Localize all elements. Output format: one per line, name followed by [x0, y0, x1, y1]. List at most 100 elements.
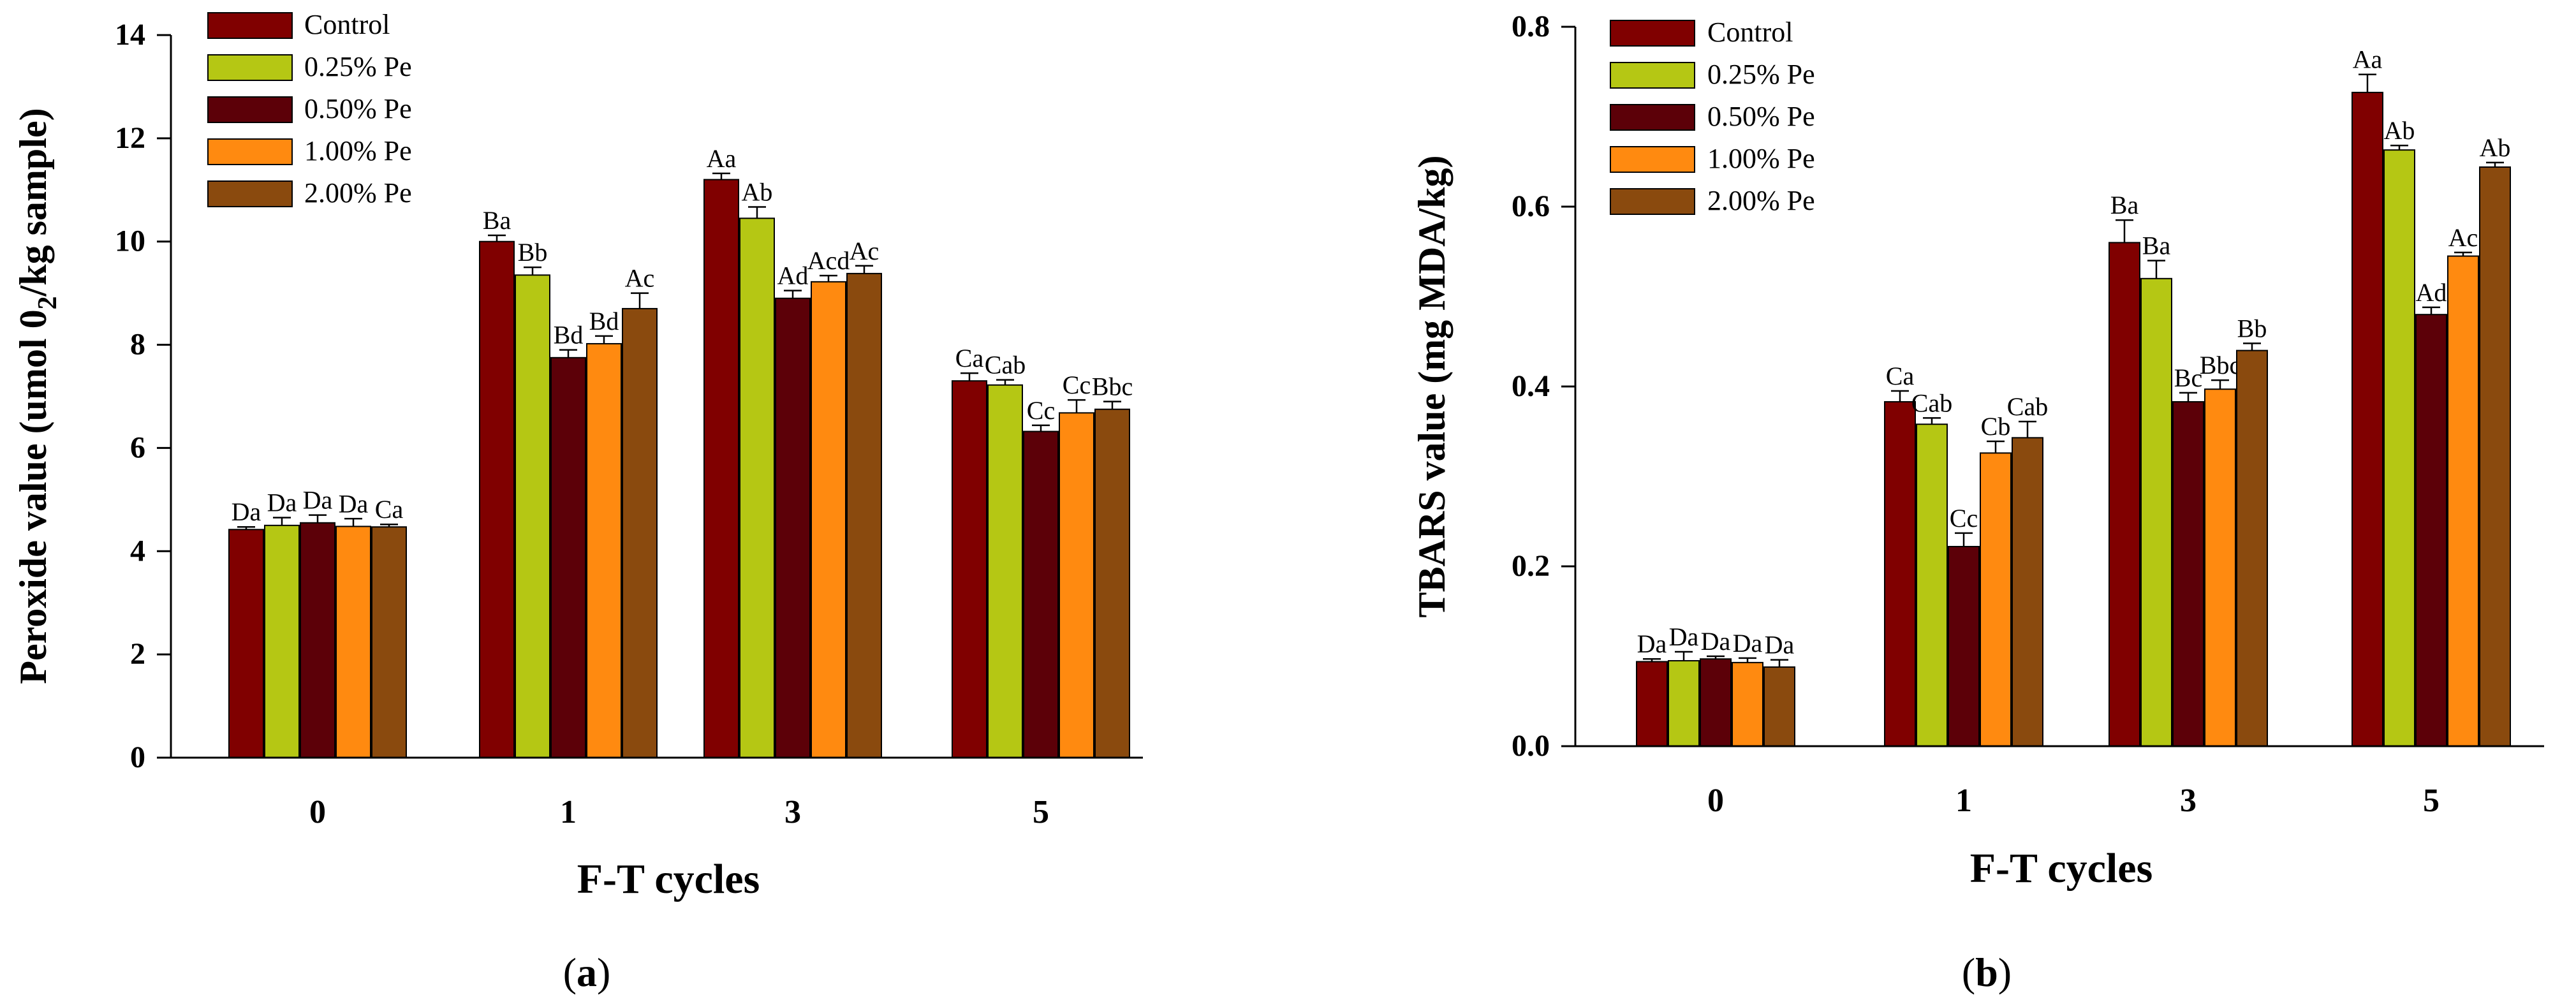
data-label: Bc: [2174, 364, 2202, 392]
data-label: Ba: [2142, 232, 2171, 260]
data-label: Da: [232, 497, 261, 526]
bar-control-cycle-3: [2109, 242, 2140, 747]
data-label: Ca: [375, 495, 404, 524]
bar-control-cycle-5: [952, 380, 987, 758]
data-label: Cc: [1063, 371, 1091, 399]
y-tick-label: 8: [130, 328, 145, 362]
bar-1-00-pe-cycle-5: [1059, 412, 1094, 758]
panel-label: (a): [563, 950, 611, 995]
panel-label-close: ): [1998, 950, 2012, 995]
bar-1-00-pe-cycle-1: [1980, 452, 2012, 747]
data-label: Da: [1637, 629, 1667, 658]
x-tick-label: 3: [784, 794, 801, 830]
data-label: Cc: [1950, 504, 1978, 533]
data-label: Da: [1765, 631, 1795, 659]
legend-swatch: [207, 54, 293, 81]
bar-0-50-pe-cycle-5: [1023, 430, 1059, 758]
bar-0-25-pe-cycle-3: [2140, 277, 2172, 747]
bar-2-00-pe-cycle-0: [1763, 666, 1795, 747]
y-tick-label: 10: [115, 224, 145, 258]
y-tick-label: 0: [130, 740, 145, 774]
bar-1-00-pe-cycle-0: [335, 526, 371, 758]
data-label: Ba: [2110, 191, 2139, 219]
bar-2-00-pe-cycle-3: [2236, 349, 2268, 747]
y-tick-label: 0.4: [1512, 369, 1550, 403]
bar-control-cycle-1: [1884, 401, 1916, 747]
data-label: Bbc: [2200, 351, 2241, 379]
legend-label: Control: [1707, 17, 1793, 48]
y-tick-label: 6: [130, 430, 145, 464]
bar-0-25-pe-cycle-5: [2383, 149, 2415, 747]
data-label: Ab: [742, 177, 773, 206]
panel-b-tbars-chart: Da Ca Ba Aa Da Cab Ba Ab Da Cc Bc Ad Da Cb Bbc Ac Da Cab B…: [1411, 10, 2544, 995]
bar-1-00-pe-cycle-1: [586, 342, 622, 758]
data-label: Cc: [1027, 396, 1055, 425]
bar-0-50-pe-cycle-5: [2415, 314, 2447, 747]
data-label: Cab: [1911, 388, 1952, 417]
data-label: Ad: [2416, 278, 2447, 307]
data-label: Ac: [2448, 223, 2478, 252]
legend-swatch: [1610, 146, 1695, 173]
legend-swatch: [1610, 104, 1695, 131]
data-label: Ba: [483, 206, 512, 235]
bar-0-50-pe-cycle-0: [1700, 658, 1732, 747]
x-tick-label: 3: [2180, 783, 2197, 819]
legend-label: 1.00% Pe: [1707, 143, 1815, 174]
legend-label: 2.00% Pe: [1707, 185, 1815, 216]
x-axis-title: F-T cycles: [577, 856, 760, 902]
data-label: Ab: [2384, 116, 2415, 145]
bar-1-00-pe-cycle-0: [1732, 661, 1763, 747]
bar-control-cycle-1: [479, 240, 515, 758]
bar-0-25-pe-cycle-1: [1916, 423, 1948, 747]
bar-1-00-pe-cycle-5: [2447, 255, 2479, 747]
legend-swatch: [207, 138, 293, 165]
y-tick-label: 0.2: [1512, 549, 1550, 583]
bar-0-50-pe-cycle-0: [300, 522, 335, 759]
data-label: Ab: [2480, 133, 2511, 162]
data-label: Bb: [518, 238, 548, 267]
bar-control-cycle-5: [2352, 91, 2383, 747]
legend-swatch: [1610, 62, 1695, 89]
x-tick-label: 1: [1955, 783, 1972, 819]
panel-label-letter: b: [1975, 950, 1998, 995]
data-label: Ac: [625, 264, 655, 293]
data-label: Ca: [955, 344, 984, 372]
x-tick-label: 5: [1033, 794, 1049, 830]
bar-0-25-pe-cycle-3: [739, 217, 775, 758]
y-axis-title: TBARS value (mg MDA/kg): [1411, 155, 1453, 617]
y-tick-label: 4: [130, 534, 145, 568]
data-label: Aa: [707, 144, 737, 173]
data-label: Cab: [985, 351, 1026, 379]
data-label: Ad: [777, 261, 809, 290]
legend: Control 0.25% Pe 0.50% Pe 1.00% Pe 2.00% Pe: [207, 9, 412, 209]
data-label: Cab: [2007, 392, 2048, 421]
data-label: Bd: [589, 307, 619, 335]
legend-swatch: [207, 180, 293, 207]
panel-label-close: ): [597, 950, 610, 995]
legend-label: Control: [304, 9, 390, 40]
bar-0-50-pe-cycle-3: [2172, 401, 2204, 747]
bar-control-cycle-0: [1636, 661, 1668, 747]
y-tick-label: 2: [130, 637, 145, 671]
data-label: Ca: [1886, 362, 1915, 390]
x-tick-label: 0: [1707, 783, 1724, 819]
bar-2-00-pe-cycle-0: [371, 526, 407, 758]
legend-swatch: [207, 96, 293, 123]
y-axis-title: Peroxide value (umol 02/kg sample): [12, 108, 63, 684]
panel-label-open: (: [1962, 950, 1975, 995]
data-label: Bd: [554, 321, 584, 349]
y-axis-title-main: Peroxide value (umol 0: [12, 309, 54, 684]
legend-label: 0.25% Pe: [304, 51, 412, 82]
y-tick-label: 14: [115, 18, 145, 52]
bar-2-00-pe-cycle-5: [1094, 408, 1130, 758]
panel-label: (b): [1962, 950, 2012, 995]
data-label: Cb: [1981, 412, 2011, 441]
bar-0-50-pe-cycle-1: [1948, 545, 1980, 747]
data-label: Da: [1701, 627, 1731, 656]
bar-0-50-pe-cycle-1: [550, 357, 586, 758]
data-label: Bb: [2237, 314, 2267, 342]
bar-control-cycle-3: [703, 179, 739, 759]
legend: Control 0.25% Pe 0.50% Pe 1.00% Pe 2.00% Pe: [1610, 17, 1815, 216]
bar-2-00-pe-cycle-5: [2479, 166, 2511, 747]
